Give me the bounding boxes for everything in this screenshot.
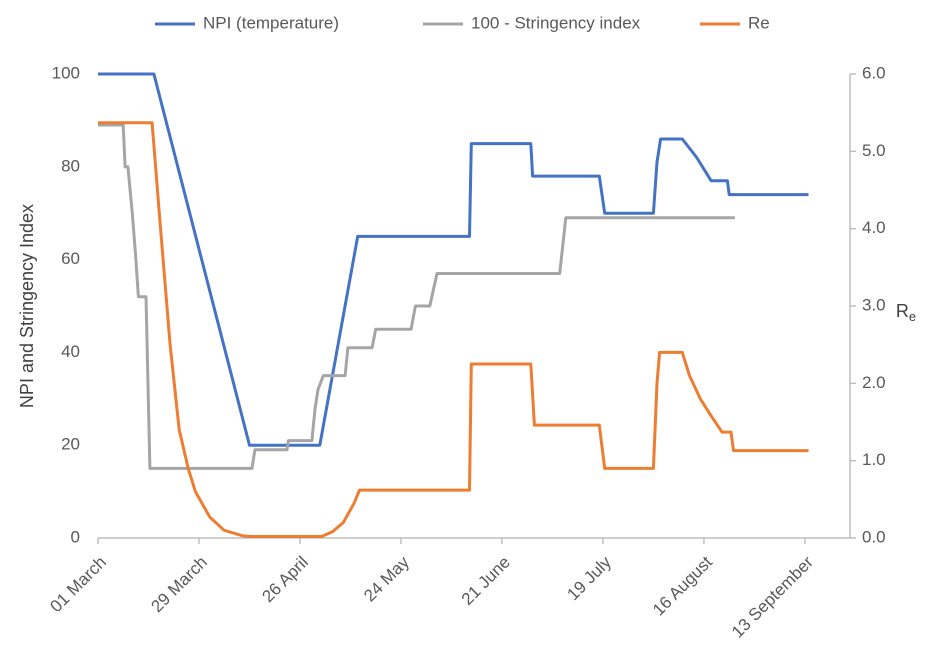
- y-tick-label: 100: [52, 63, 80, 82]
- y2-tick-label: 6.0: [862, 63, 886, 82]
- y2-axis-label: Re: [896, 301, 916, 325]
- legend-item: NPI (temperature): [155, 13, 339, 32]
- x-tick-label: 21 June: [458, 553, 514, 609]
- y2-tick-label: 2.0: [862, 373, 886, 392]
- x-tick-label: 19 July: [563, 552, 615, 604]
- y-tick-label: 80: [61, 156, 80, 175]
- y2-tick-label: 0.0: [862, 527, 886, 546]
- legend-label: NPI (temperature): [203, 13, 339, 32]
- y-tick-label: 0: [71, 527, 80, 546]
- legend-item: Re: [700, 13, 770, 32]
- y-tick-label: 40: [61, 342, 80, 361]
- legend-label: Re: [748, 13, 770, 32]
- x-tick-label: 26 April: [258, 553, 312, 607]
- y2-tick-label: 3.0: [862, 295, 886, 314]
- x-tick-label: 16 August: [649, 552, 716, 619]
- legend-item: 100 - Stringency index: [423, 13, 641, 32]
- y-tick-label: 60: [61, 249, 80, 268]
- series-line: [98, 72, 809, 447]
- y-axis-label: NPI and Stringency Index: [17, 204, 37, 408]
- x-tick-label: 24 May: [360, 552, 413, 605]
- x-tick-label: 01 March: [46, 553, 110, 617]
- series-line: [98, 123, 735, 470]
- x-tick-label: 29 March: [147, 553, 211, 617]
- y-tick-label: 20: [61, 435, 80, 454]
- y2-tick-label: 4.0: [862, 218, 886, 237]
- series-line: [98, 121, 809, 538]
- y2-tick-label: 1.0: [862, 450, 886, 469]
- y2-tick-label: 5.0: [862, 141, 886, 160]
- x-tick-label: 13 September: [728, 552, 817, 641]
- legend-label: 100 - Stringency index: [471, 13, 641, 32]
